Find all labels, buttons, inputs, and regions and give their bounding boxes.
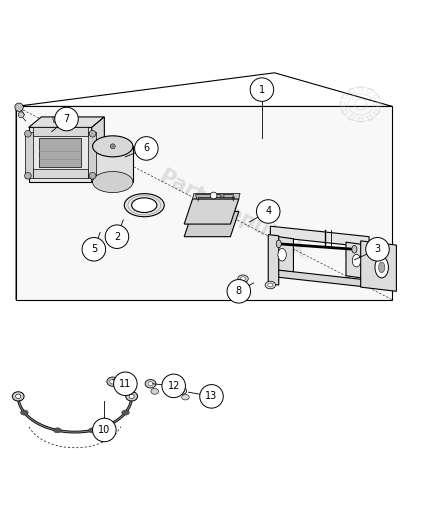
Ellipse shape [145, 380, 156, 388]
Ellipse shape [352, 254, 361, 267]
Ellipse shape [238, 275, 248, 282]
Circle shape [250, 78, 274, 101]
Ellipse shape [276, 240, 281, 248]
Circle shape [18, 112, 24, 118]
Polygon shape [184, 212, 239, 237]
Polygon shape [29, 117, 104, 127]
Ellipse shape [180, 389, 184, 393]
Text: 2: 2 [114, 232, 120, 242]
Ellipse shape [151, 389, 159, 394]
Polygon shape [16, 107, 392, 300]
Ellipse shape [89, 428, 96, 433]
Circle shape [256, 200, 280, 223]
Polygon shape [16, 73, 392, 107]
Polygon shape [92, 117, 104, 182]
Polygon shape [33, 127, 88, 136]
Ellipse shape [107, 377, 118, 386]
Text: 12: 12 [168, 381, 180, 391]
Ellipse shape [16, 394, 21, 399]
Circle shape [227, 279, 250, 303]
Circle shape [89, 172, 96, 179]
Text: 8: 8 [236, 286, 242, 296]
Text: 11: 11 [119, 379, 132, 389]
Polygon shape [361, 241, 396, 291]
Ellipse shape [278, 249, 286, 261]
Polygon shape [268, 234, 279, 285]
Polygon shape [25, 131, 33, 178]
Ellipse shape [126, 392, 137, 401]
Circle shape [82, 238, 106, 261]
Polygon shape [39, 138, 81, 167]
Polygon shape [272, 269, 367, 287]
Text: 4: 4 [265, 206, 271, 216]
Text: 10: 10 [98, 425, 110, 435]
Ellipse shape [268, 283, 273, 287]
Polygon shape [52, 118, 75, 122]
Circle shape [55, 107, 78, 131]
Text: 1: 1 [259, 84, 265, 95]
Ellipse shape [178, 388, 187, 394]
Ellipse shape [54, 428, 61, 433]
Circle shape [210, 192, 217, 199]
Ellipse shape [132, 198, 157, 213]
Polygon shape [270, 226, 369, 247]
Polygon shape [346, 242, 367, 279]
Polygon shape [192, 193, 240, 199]
Polygon shape [272, 236, 294, 272]
Circle shape [105, 225, 129, 249]
Ellipse shape [124, 194, 164, 216]
Ellipse shape [241, 277, 245, 280]
Ellipse shape [148, 382, 153, 386]
Polygon shape [88, 131, 96, 178]
Ellipse shape [110, 379, 115, 384]
Circle shape [114, 372, 137, 395]
Polygon shape [33, 169, 88, 178]
Circle shape [162, 374, 185, 398]
Text: 6: 6 [143, 144, 149, 154]
Circle shape [89, 130, 96, 137]
Ellipse shape [265, 281, 275, 289]
Polygon shape [184, 199, 239, 224]
Polygon shape [93, 146, 133, 182]
Ellipse shape [375, 257, 388, 278]
Polygon shape [16, 107, 392, 300]
Circle shape [220, 193, 224, 197]
Circle shape [25, 130, 31, 137]
Polygon shape [29, 127, 92, 182]
Ellipse shape [129, 394, 134, 399]
Circle shape [135, 137, 158, 160]
Text: 5: 5 [91, 244, 97, 254]
Circle shape [25, 172, 31, 179]
Circle shape [110, 144, 115, 149]
Circle shape [15, 103, 23, 111]
Ellipse shape [181, 394, 189, 400]
Circle shape [366, 238, 389, 261]
Text: 3: 3 [374, 244, 381, 254]
Text: PartsRepublik: PartsRepublik [155, 166, 310, 261]
Text: 13: 13 [206, 391, 217, 401]
Ellipse shape [21, 410, 28, 415]
Ellipse shape [93, 172, 133, 193]
Polygon shape [195, 195, 235, 199]
Text: 7: 7 [63, 114, 70, 124]
Ellipse shape [122, 410, 129, 415]
Ellipse shape [12, 392, 24, 401]
Circle shape [200, 384, 223, 408]
Circle shape [93, 418, 116, 442]
Ellipse shape [379, 262, 385, 272]
Ellipse shape [352, 246, 357, 253]
Ellipse shape [93, 136, 133, 157]
